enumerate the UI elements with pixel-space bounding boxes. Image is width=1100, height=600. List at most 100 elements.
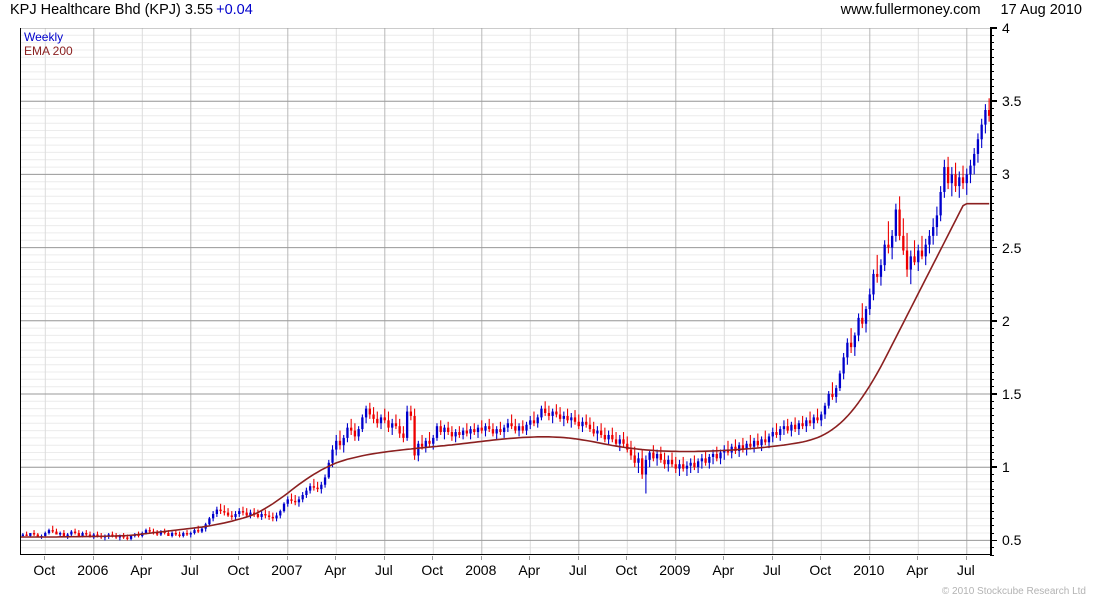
y-axis-minor-tick [990, 144, 994, 146]
y-axis-minor-tick [990, 203, 994, 205]
y-axis-minor-tick [990, 34, 994, 36]
y-axis: 0.5 1 1.5 2 2.5 3 3.5 4 [990, 20, 1050, 557]
y-axis-minor-tick [990, 378, 994, 380]
y-axis-minor-tick [990, 108, 994, 109]
x-axis-label: 2009 [659, 562, 691, 578]
y-axis-minor-tick [990, 188, 994, 190]
y-axis-tick [990, 466, 997, 468]
x-axis-label: Jul [180, 562, 199, 578]
y-axis-minor-tick [990, 225, 994, 227]
y-axis-tick [990, 539, 997, 542]
x-axis-tick [286, 556, 288, 560]
y-axis-minor-tick [990, 495, 994, 497]
y-axis-minor-tick [990, 71, 994, 73]
y-axis-tick [990, 320, 997, 322]
y-axis-minor-tick [990, 305, 994, 307]
x-axis-label: Apr [712, 562, 735, 578]
chart-legend: Weekly EMA 200 [24, 30, 73, 58]
chart-plot-area[interactable] [20, 28, 990, 555]
y-axis-minor-tick [990, 151, 994, 153]
y-axis-minor-tick [990, 517, 994, 519]
y-axis-tick [990, 27, 997, 29]
x-axis-tick [577, 556, 579, 560]
y-axis-minor-tick [990, 137, 994, 139]
x-axis-label: Apr [906, 562, 929, 578]
y-axis-minor-tick [990, 232, 994, 234]
x-axis-label: Jul [374, 562, 393, 578]
x-axis-tick [917, 556, 919, 560]
y-axis-minor-tick [990, 525, 994, 527]
y-axis-minor-tick [990, 349, 994, 351]
y-axis-tick [990, 393, 997, 395]
legend-item-weekly: Weekly [24, 30, 64, 44]
y-axis-minor-tick [990, 283, 994, 285]
x-axis-tick [432, 556, 434, 560]
y-axis-minor-tick [990, 159, 994, 161]
x-axis-label: Oct [33, 562, 56, 578]
y-axis-minor-tick [990, 459, 994, 461]
y-axis-minor-tick [990, 356, 994, 358]
grid-minor-horizontal [21, 28, 990, 549]
x-axis-label: Apr [130, 562, 153, 578]
y-axis-minor-tick [990, 444, 994, 446]
x-axis-tick [141, 556, 143, 560]
x-axis-label: Apr [324, 562, 347, 578]
chart-date: 17 Aug 2010 [1000, 2, 1082, 18]
y-axis-minor-tick [990, 291, 994, 292]
y-axis-minor-tick [990, 56, 994, 58]
copyright-notice: © 2010 Stockcube Research Ltd [941, 586, 1086, 597]
x-axis-label: 2006 [77, 562, 109, 578]
y-axis-label: 0.5 [1002, 532, 1022, 549]
y-axis-minor-tick [990, 452, 994, 454]
y-axis-minor-tick [990, 78, 994, 80]
instrument-title: KPJ Healthcare Bhd (KPJ) 3.55 [10, 2, 214, 18]
y-axis-minor-tick [990, 129, 994, 131]
y-axis-minor-tick [990, 217, 994, 219]
y-axis-minor-tick [990, 195, 994, 197]
x-axis-tick [383, 556, 385, 560]
y-axis-minor-tick [990, 276, 994, 278]
x-axis-label: 2007 [271, 562, 303, 578]
y-axis-minor-tick [990, 122, 994, 124]
x-axis-tick [92, 556, 94, 560]
y-axis-minor-tick [990, 430, 994, 432]
y-axis-minor-tick [990, 554, 994, 556]
x-axis-tick [529, 556, 531, 560]
y-axis-minor-tick [990, 400, 994, 402]
candlestick-series [21, 98, 990, 541]
y-axis-label: 2.5 [1002, 239, 1022, 256]
grid-major-horizontal [21, 28, 990, 541]
y-axis-minor-tick [990, 437, 994, 439]
page-title: KPJ Healthcare Bhd (KPJ) 3.55 +0.04 [10, 2, 253, 18]
y-axis-minor-tick [990, 327, 994, 329]
y-axis-minor-tick [990, 342, 994, 344]
y-axis-label: 2 [1002, 312, 1010, 329]
ema-200-line [21, 202, 990, 538]
x-axis-tick [238, 556, 240, 560]
y-axis-tick [990, 100, 997, 102]
x-axis-tick [674, 556, 676, 560]
x-axis-tick [626, 556, 628, 560]
y-axis-minor-tick [990, 532, 994, 534]
legend-item-ema200: EMA 200 [24, 44, 73, 58]
website-label: www.fullermoney.com [840, 2, 981, 18]
x-axis-label: Oct [615, 562, 638, 578]
y-axis-label: 3.5 [1002, 93, 1022, 110]
y-axis-minor-tick [990, 181, 994, 183]
y-axis-label: 4 [1002, 20, 1010, 36]
x-axis-tick [771, 556, 773, 560]
x-axis-label: 2008 [465, 562, 497, 578]
y-axis-minor-tick [990, 49, 994, 51]
price-change: +0.04 [216, 2, 253, 18]
y-axis-minor-tick [990, 371, 994, 373]
y-axis-label: 1.5 [1002, 385, 1022, 402]
x-axis-label: Jul [956, 562, 975, 578]
x-axis-tick [723, 556, 725, 560]
y-axis-minor-tick [990, 239, 994, 241]
y-axis-minor-tick [990, 254, 994, 256]
x-axis: Oct 2006 Apr Jul Oct 2007 Apr Jul Oct 2008 Apr Jul O… [0, 556, 1100, 586]
y-axis-minor-tick [990, 42, 994, 44]
y-axis-label: 1 [1002, 459, 1010, 476]
y-axis-minor-tick [990, 386, 994, 388]
x-axis-tick [965, 556, 967, 560]
